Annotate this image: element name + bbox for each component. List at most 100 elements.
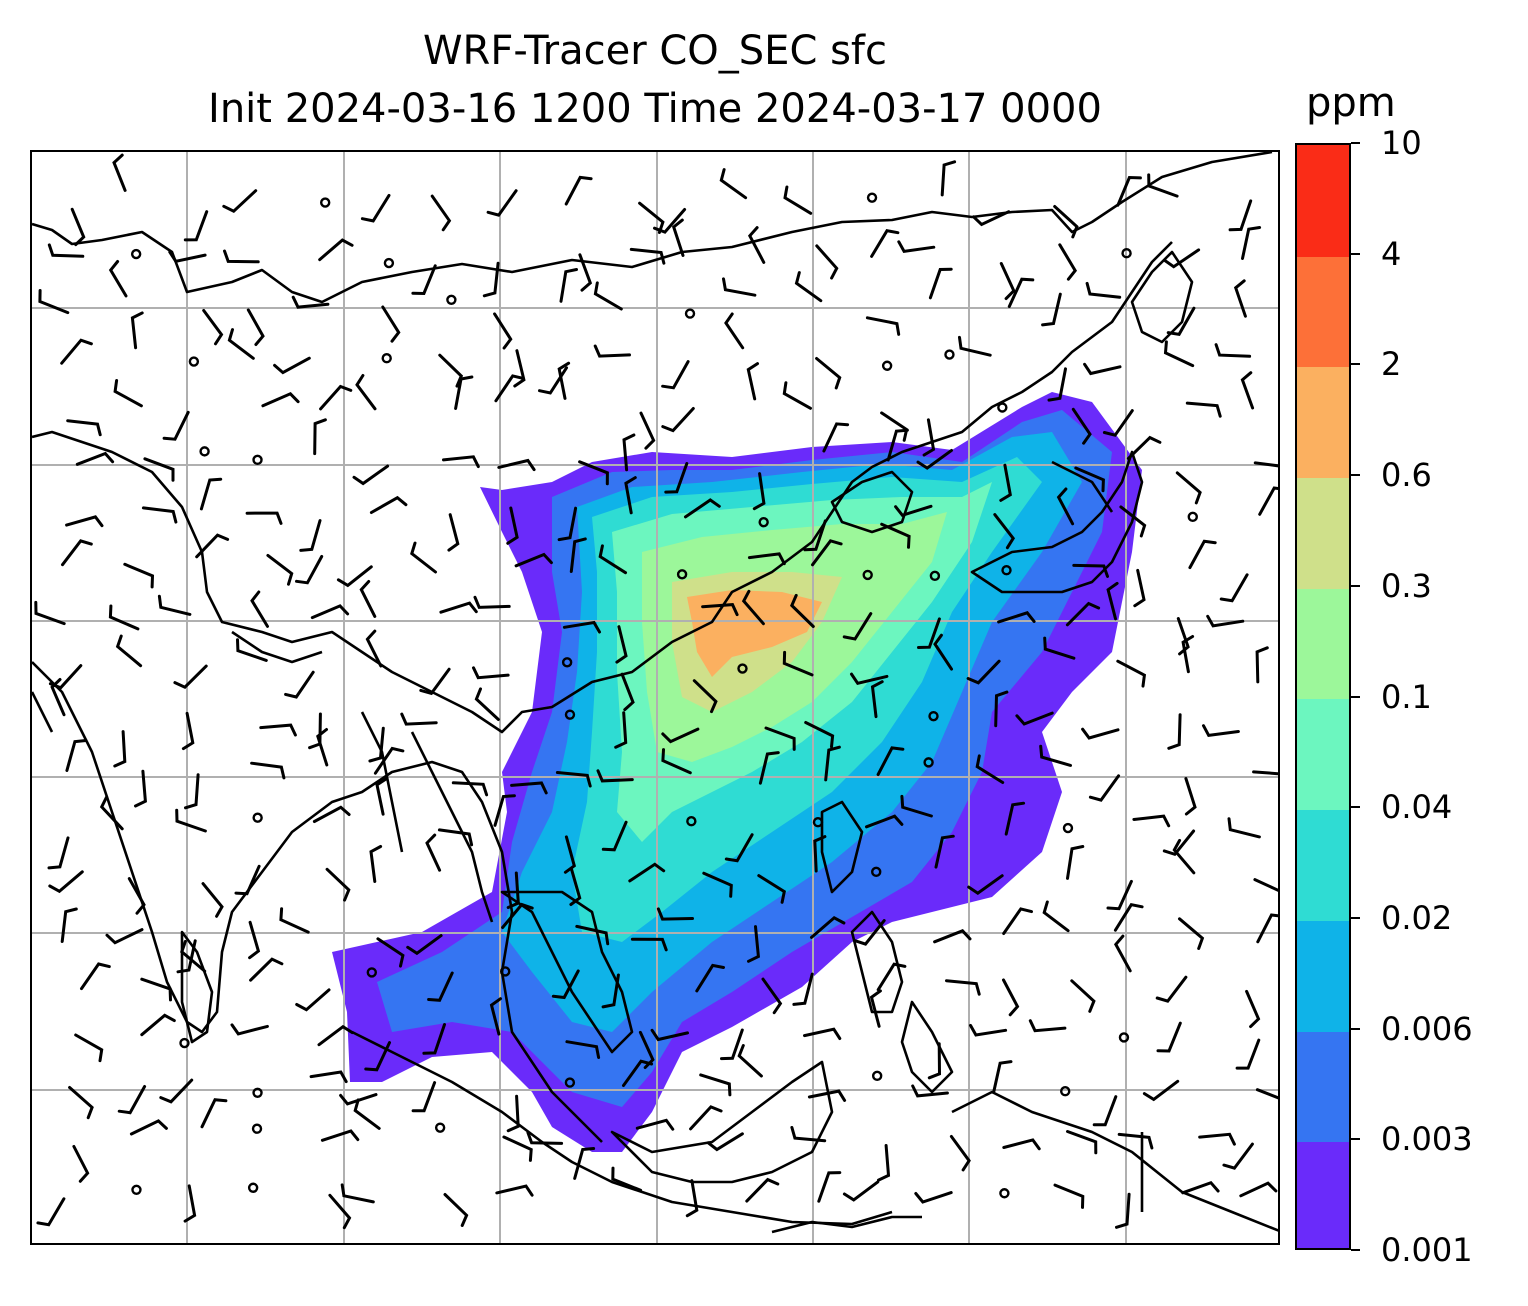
coastline-segment — [1130, 250, 1194, 344]
wind-barb — [1166, 306, 1196, 336]
coastline-segment — [850, 910, 904, 1014]
wind-barb — [1088, 774, 1121, 802]
wind-barb — [782, 650, 814, 677]
wind-barb — [914, 1191, 953, 1204]
wind-barb — [1002, 1138, 1041, 1151]
wind-barb — [60, 338, 93, 365]
calm-wind-marker — [1118, 1032, 1130, 1043]
wind-barb — [317, 1024, 354, 1047]
wind-barb — [1002, 978, 1020, 1017]
wind-barb — [1004, 801, 1026, 836]
colorbar-tick — [1351, 695, 1360, 698]
wind-barb — [1102, 409, 1134, 437]
wind-barb — [999, 262, 1016, 301]
wind-barb — [129, 1119, 168, 1136]
coastline-segment — [32, 241, 1173, 734]
calm-wind-marker — [928, 710, 939, 722]
wind-barb — [183, 1184, 197, 1223]
wind-barb — [1015, 711, 1054, 726]
wind-barb — [117, 1085, 147, 1115]
wind-barb — [593, 344, 631, 358]
wind-barb — [1083, 362, 1122, 376]
wind-barb — [328, 1193, 352, 1230]
wind-barb — [60, 907, 78, 943]
wind-barb — [656, 907, 694, 921]
wind-barb — [562, 620, 601, 634]
wind-barb — [316, 728, 329, 767]
wind-barb — [364, 1041, 391, 1072]
wind-barb — [975, 754, 1005, 784]
wind-barb — [451, 781, 489, 797]
wind-barb — [638, 201, 665, 234]
wind-barb — [782, 381, 812, 410]
calm-wind-marker — [862, 569, 873, 581]
wind-barb — [842, 1180, 880, 1202]
wind-barb — [653, 208, 687, 234]
wind-barb — [1066, 1130, 1098, 1155]
coastline-segment — [32, 152, 1273, 304]
wind-barb — [1041, 292, 1062, 327]
wind-barb — [967, 874, 1004, 896]
calm-wind-marker — [564, 709, 576, 720]
wind-barb — [1106, 879, 1133, 911]
wind-barb — [181, 711, 195, 751]
wind-barb — [684, 498, 721, 519]
wind-barb — [870, 229, 900, 258]
coastline-segment — [231, 630, 323, 664]
wind-barb — [493, 794, 516, 827]
wind-barb — [661, 407, 695, 433]
wind-barb — [972, 210, 1011, 227]
wind-barb — [411, 264, 437, 296]
wind-barb — [222, 189, 258, 214]
wind-barb — [1198, 1132, 1236, 1146]
calm-wind-marker — [944, 349, 955, 360]
wind-barb — [824, 745, 841, 782]
wind-barb — [869, 989, 882, 1028]
wind-barb — [261, 392, 300, 408]
wind-barb — [1163, 340, 1195, 368]
wind-barb — [719, 168, 748, 200]
wind-barb — [900, 794, 933, 818]
wind-barb — [650, 1028, 689, 1042]
wind-barb — [472, 666, 510, 680]
wind-barb — [1113, 903, 1144, 932]
wind-barb — [309, 1070, 348, 1084]
calm-wind-marker — [871, 1070, 883, 1082]
colorbar-tick-label: 0.006 — [1381, 1009, 1473, 1048]
wind-barb — [442, 455, 480, 469]
wind-barb — [430, 194, 452, 232]
wind-barb — [1178, 917, 1205, 950]
wind-barb — [340, 1183, 375, 1204]
wind-barb — [578, 460, 609, 486]
wind-barb — [381, 305, 401, 343]
wind-barb — [183, 210, 209, 242]
wind-barb — [299, 519, 322, 552]
wind-barb — [443, 1193, 469, 1227]
wind-barb — [1007, 277, 1035, 308]
wind-barb — [127, 877, 146, 915]
wind-barb — [310, 604, 350, 620]
colorbar-segment — [1297, 587, 1349, 700]
wind-barb — [614, 711, 628, 749]
wind-barb — [359, 580, 377, 618]
wind-barb — [815, 357, 842, 390]
wind-barb — [140, 977, 172, 1002]
wind-barb — [1065, 601, 1101, 627]
wind-barb — [1219, 573, 1249, 603]
wind-barb — [803, 519, 827, 552]
wind-barb — [1047, 367, 1067, 402]
wind-barb — [506, 506, 519, 545]
wind-barb — [1202, 724, 1240, 738]
wind-barb — [319, 384, 353, 411]
wind-barb — [564, 175, 593, 206]
wind-barb — [761, 977, 783, 1015]
wind-barb — [325, 867, 351, 902]
wind-barb — [1176, 617, 1190, 656]
wind-barb — [933, 633, 953, 671]
wind-barb — [291, 295, 330, 309]
wind-barb — [850, 672, 889, 685]
wind-barb — [497, 458, 536, 472]
wind-barb — [922, 418, 936, 457]
wind-barb — [1185, 401, 1222, 418]
calm-wind-marker — [434, 1122, 446, 1133]
